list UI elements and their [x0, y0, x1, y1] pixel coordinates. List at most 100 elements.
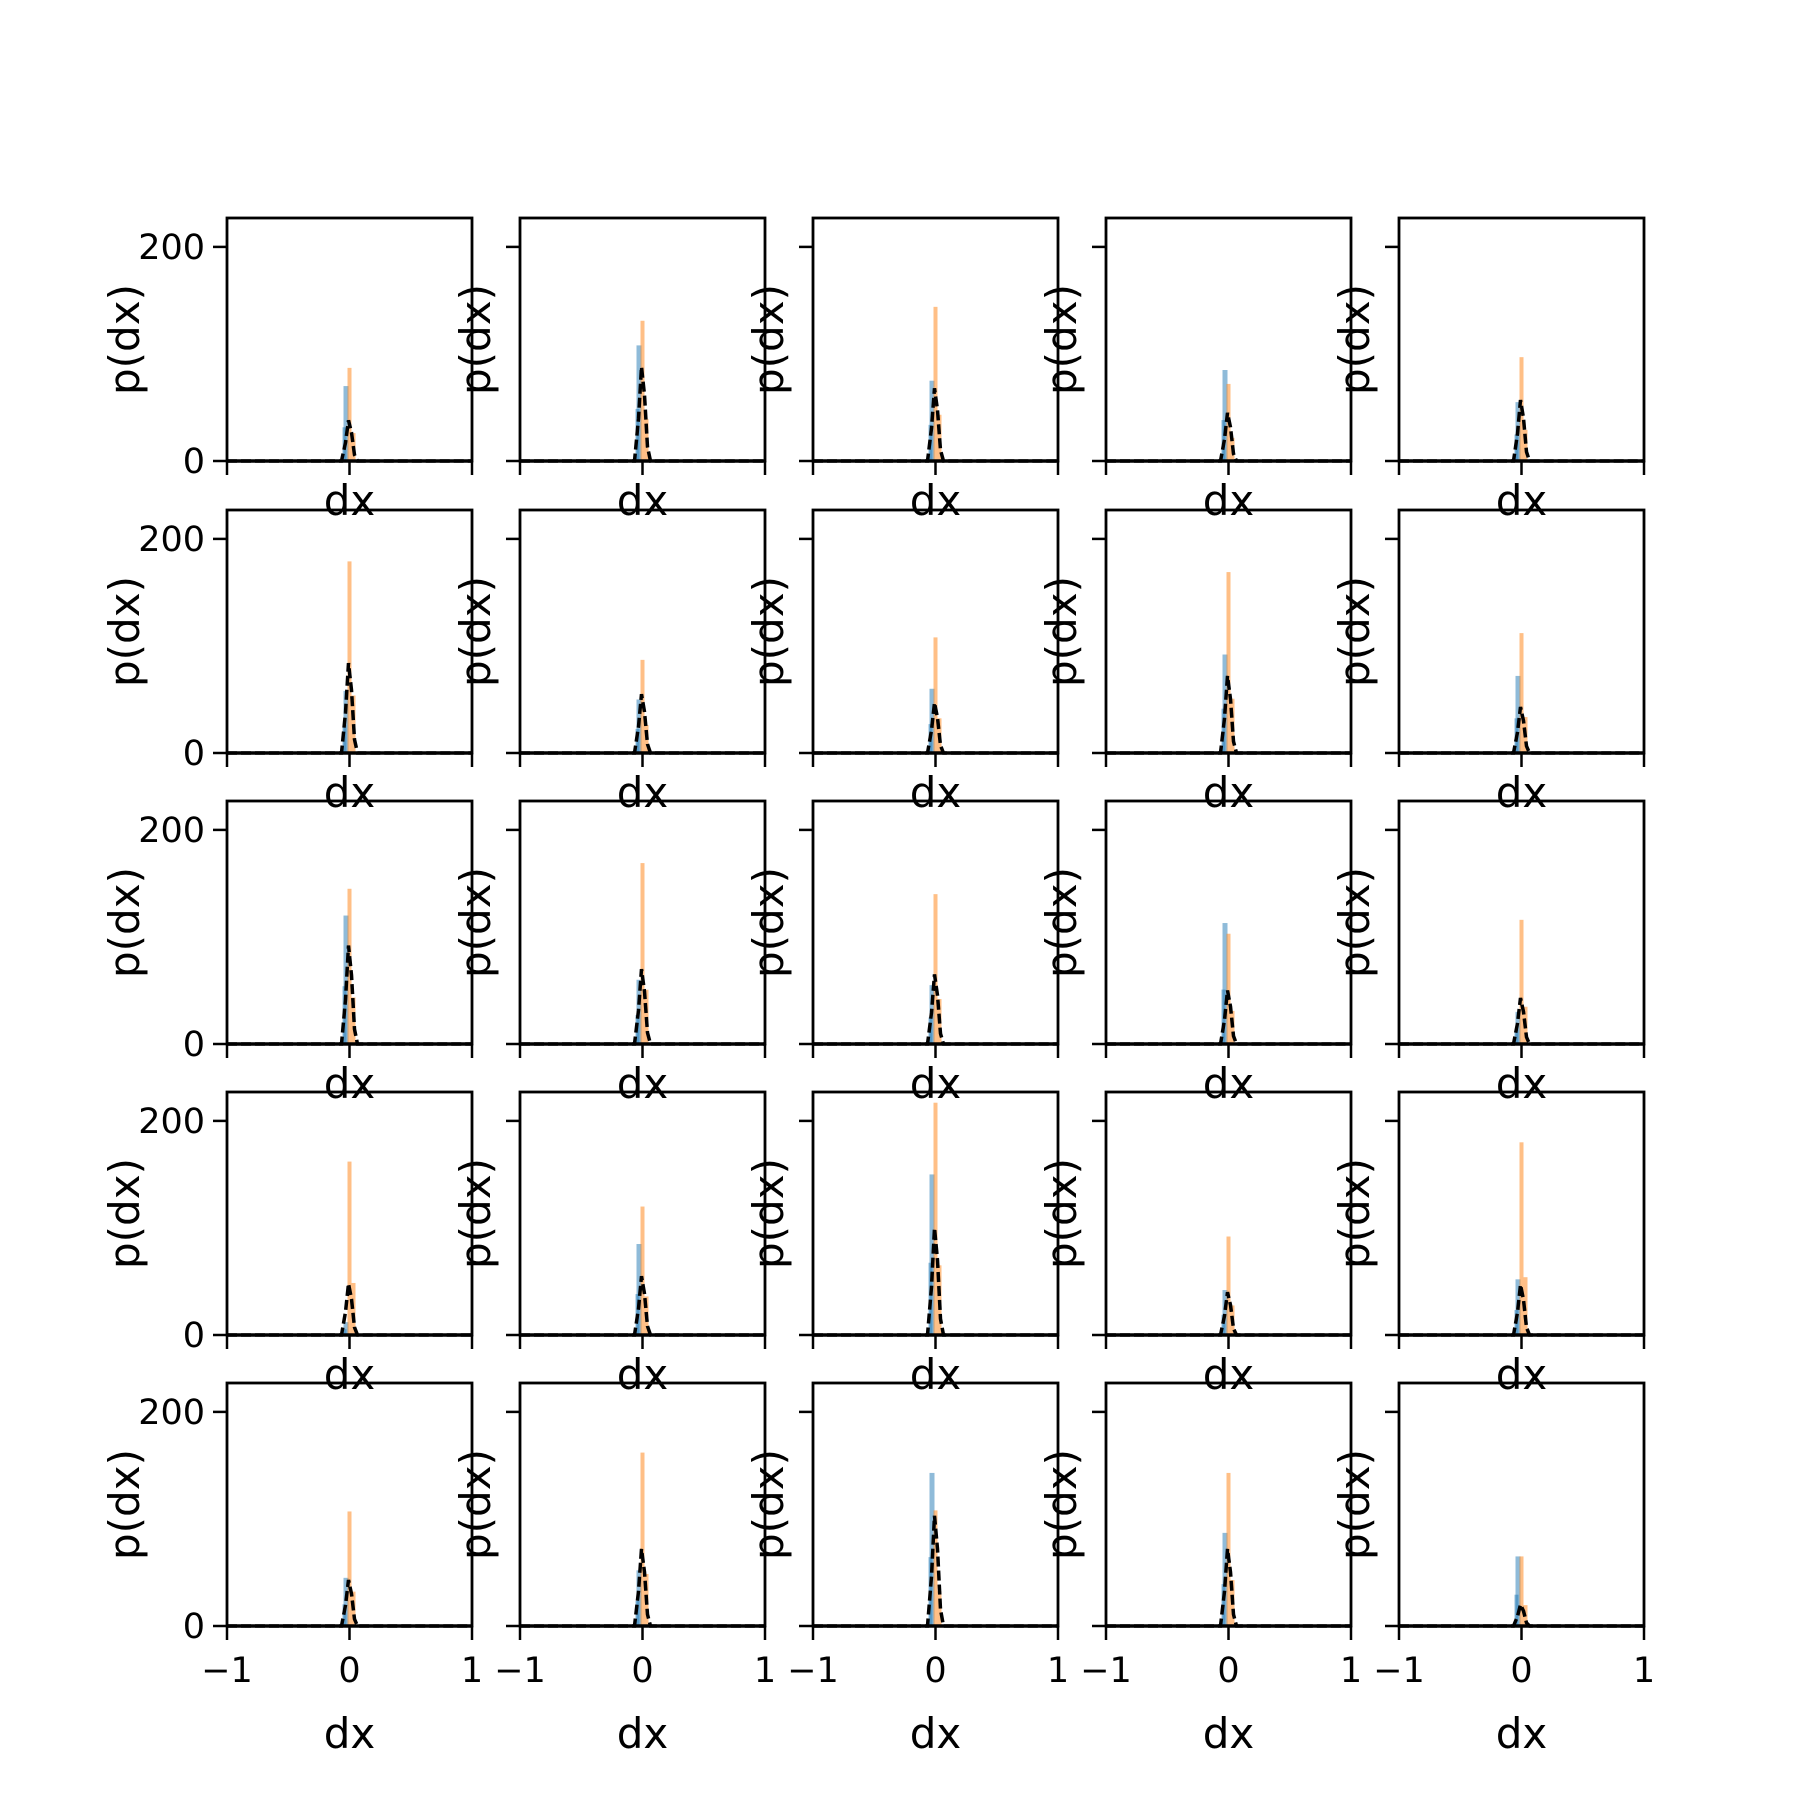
blue-histogram-bar: [1222, 923, 1228, 1044]
y-axis-label: p(dx): [1330, 1158, 1379, 1269]
y-axis-label: p(dx): [100, 576, 149, 687]
orange-histogram-bar: [933, 637, 938, 753]
orange-histogram-bar: [644, 989, 649, 1044]
y-axis-label: p(dx): [1330, 867, 1379, 978]
orange-histogram-bar: [347, 1511, 352, 1626]
x-axis-label: dx: [1203, 1709, 1255, 1758]
x-tick-label: −1: [1080, 1651, 1132, 1691]
subplot-r1-c1: 0 200 dx p(dx): [100, 216, 474, 525]
y-axis-label: p(dx): [451, 576, 500, 687]
x-axis-label: dx: [617, 1059, 669, 1108]
blue-histogram-bar: [343, 915, 349, 1044]
subplot-r1-c4: dx p(dx): [1037, 216, 1353, 525]
x-axis-label: dx: [1203, 768, 1255, 817]
subplot-r5-c2: −1 0 1 dx p(dx): [451, 1381, 776, 1758]
black-dashed-density-curve: [1106, 990, 1351, 1046]
x-tick-label: −1: [494, 1651, 546, 1691]
x-axis-label: dx: [1496, 476, 1548, 525]
x-axis-label: dx: [324, 1709, 376, 1758]
y-tick-label: 200: [138, 1102, 205, 1142]
subplot-r1-c2: dx p(dx): [451, 216, 767, 525]
y-axis-label: p(dx): [744, 284, 793, 395]
black-dashed-density-curve: [813, 1515, 1058, 1628]
x-tick-label: 0: [1217, 1651, 1239, 1691]
x-axis-label: dx: [617, 768, 669, 817]
x-axis-label: dx: [324, 768, 376, 817]
subplot-grid: 0200dxp(dx)dxp(dx)dxp(dx)dxp(dx)dxp(dx)0…: [100, 216, 1655, 1758]
orange-histogram-bar: [640, 1206, 645, 1335]
y-tick-label: 0: [183, 734, 205, 774]
y-tick-label: 0: [183, 1025, 205, 1065]
blue-histogram-bar: [1515, 675, 1521, 753]
x-tick-label: 1: [1633, 1651, 1655, 1691]
x-tick-label: −1: [1373, 1651, 1425, 1691]
black-dashed-density-curve: [520, 968, 765, 1046]
x-tick-label: 1: [1047, 1651, 1069, 1691]
x-tick-label: 0: [338, 1651, 360, 1691]
y-axis-label: p(dx): [1037, 284, 1086, 395]
x-tick-label: 0: [631, 1651, 653, 1691]
black-dashed-density-curve: [227, 945, 472, 1046]
orange-histogram-bar: [933, 306, 938, 461]
blue-histogram-bar: [1514, 1029, 1519, 1044]
y-axis-label: p(dx): [100, 1158, 149, 1269]
subplot-r5-c4: −1 0 1 dx p(dx): [1037, 1381, 1362, 1758]
x-axis-label: dx: [910, 476, 962, 525]
orange-histogram-bar: [347, 367, 352, 461]
y-axis-label: p(dx): [1037, 576, 1086, 687]
y-axis-label: p(dx): [744, 576, 793, 687]
blue-histogram-bar: [342, 1329, 347, 1335]
subplot-r4-c3: dx p(dx): [744, 1090, 1060, 1399]
black-dashed-density-curve: [813, 387, 1058, 463]
blue-histogram-bar: [1222, 1290, 1228, 1335]
subplot-r1-c5: dx p(dx): [1330, 216, 1646, 525]
x-tick-label: 1: [461, 1651, 483, 1691]
black-dashed-density-curve: [1399, 399, 1644, 463]
y-tick-label: 200: [138, 811, 205, 851]
subplot-r3-c2: dx p(dx): [451, 799, 767, 1108]
y-tick-label: 0: [183, 1316, 205, 1356]
x-axis-label: dx: [910, 1350, 962, 1399]
x-axis-label: dx: [1496, 1350, 1548, 1399]
y-axis-label: p(dx): [744, 1158, 793, 1269]
blue-histogram-bar: [343, 1322, 349, 1335]
orange-histogram-bar: [1523, 429, 1528, 461]
y-axis-label: p(dx): [1037, 1158, 1086, 1269]
y-axis-label: p(dx): [1037, 1449, 1086, 1560]
y-axis-label: p(dx): [1330, 1449, 1379, 1560]
blue-histogram-bar: [1515, 1556, 1521, 1626]
black-dashed-density-curve: [1106, 675, 1351, 755]
y-axis-label: p(dx): [451, 284, 500, 395]
subplot-r3-c4: dx p(dx): [1037, 799, 1353, 1108]
blue-histogram-bar: [1221, 708, 1226, 753]
orange-histogram-bar: [1519, 919, 1524, 1044]
x-tick-label: −1: [201, 1651, 253, 1691]
x-axis-label: dx: [910, 768, 962, 817]
black-dashed-density-curve: [813, 1227, 1058, 1337]
subplot-r2-c1: 0 200 dx p(dx): [100, 508, 474, 817]
subplot-r5-c3: −1 0 1 dx p(dx): [744, 1381, 1069, 1758]
black-dashed-density-curve: [227, 662, 472, 755]
orange-histogram-bar: [347, 888, 352, 1044]
black-dashed-density-curve: [1106, 1548, 1351, 1628]
subplot-r2-c5: dx p(dx): [1330, 508, 1646, 817]
orange-histogram-bar: [937, 414, 942, 461]
black-dashed-density-curve: [227, 1579, 472, 1628]
x-axis-label: dx: [1496, 768, 1548, 817]
y-axis-label: p(dx): [1330, 284, 1379, 395]
x-tick-label: 0: [1510, 1651, 1532, 1691]
orange-histogram-bar: [1226, 933, 1231, 1044]
x-tick-label: 1: [754, 1651, 776, 1691]
x-axis-label: dx: [1203, 476, 1255, 525]
subplot-r4-c2: dx p(dx): [451, 1090, 767, 1399]
blue-histogram-bar: [342, 1604, 347, 1626]
y-axis-label: p(dx): [451, 1449, 500, 1560]
orange-histogram-bar: [1519, 633, 1524, 753]
subplot-r5-c5: −1 0 1 dx p(dx): [1330, 1381, 1655, 1758]
x-axis-label: dx: [617, 1709, 669, 1758]
black-dashed-density-curve: [1399, 997, 1644, 1046]
black-dashed-density-curve: [520, 366, 765, 463]
